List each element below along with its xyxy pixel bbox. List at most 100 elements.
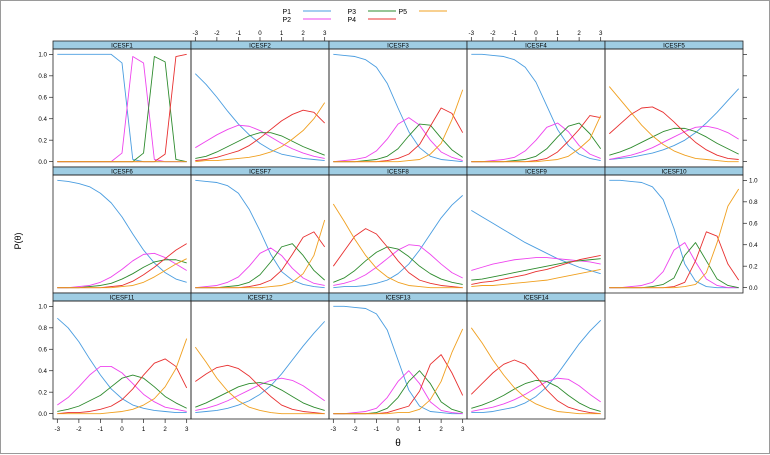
- curve-p3: [195, 243, 325, 289]
- x-tick-label-bottom: 3: [461, 426, 465, 433]
- curve-p2: [471, 122, 601, 163]
- x-tick-label-top: 2: [577, 30, 581, 37]
- x-tick-label-top: 3: [323, 30, 327, 37]
- panel-border: [466, 300, 606, 420]
- x-tick-label-top: -3: [469, 30, 475, 37]
- curve-p4: [470, 359, 601, 415]
- panel-title: ICESF4: [525, 42, 547, 49]
- curve-p5: [470, 327, 601, 415]
- curve-p3: [609, 127, 739, 156]
- panel-title: ICESF10: [661, 168, 687, 175]
- curve-p1: [333, 53, 463, 163]
- panel-icesf2: ICESF2: [190, 40, 330, 168]
- legend-label-p2: P2: [282, 17, 291, 24]
- curve-p3: [57, 374, 187, 412]
- curve-p2: [195, 124, 325, 159]
- y-tick-label-left: 0.6: [38, 94, 47, 101]
- panel-icesf13: ICESF13: [328, 292, 468, 420]
- x-tick-label-top: 0: [258, 30, 262, 37]
- curve-p4: [195, 364, 325, 415]
- curve-p3: [333, 123, 463, 163]
- x-tick-label-bottom: 1: [418, 426, 422, 433]
- curve-p1: [333, 305, 463, 415]
- axes: -3 -2 -1 0 1 2 3 -3 -2 -1 0 1 2 3 -3 -2 -1 0 1 2 3 -3 -2 -1 0 1 2 3…: [38, 30, 758, 433]
- panel-icesf5: ICESF5: [604, 40, 744, 168]
- panel-title: ICESF12: [247, 294, 273, 301]
- curve-p5: [333, 89, 464, 163]
- y-tick-label-right: 0.6: [749, 220, 758, 227]
- panel-icesf8: ICESF8: [328, 166, 468, 294]
- panel-icesf3: ICESF3: [328, 40, 468, 168]
- x-axis-label: θ: [395, 438, 401, 449]
- curve-p2: [609, 242, 739, 289]
- y-tick-label-right: 0.8: [749, 199, 758, 206]
- panel-title: ICESF3: [387, 42, 409, 49]
- y-tick-label-left: 0.6: [38, 346, 47, 353]
- panel-border: [190, 48, 330, 168]
- curve-p1: [195, 321, 326, 414]
- curve-p4: [609, 106, 739, 160]
- x-tick-label-top: -2: [490, 30, 496, 37]
- curve-p1: [57, 53, 187, 163]
- curve-p4: [57, 243, 187, 289]
- curve-p5: [471, 115, 602, 163]
- panel-border: [328, 174, 468, 294]
- x-tick-label-bottom: -1: [98, 426, 104, 433]
- panel-icesf6: ICESF6: [52, 166, 192, 294]
- panel-icesf4: ICESF4: [466, 40, 606, 168]
- curve-p1: [57, 317, 187, 414]
- curve-p1: [195, 179, 325, 289]
- curve-p3: [609, 242, 739, 289]
- panel-title: ICESF11: [110, 294, 135, 301]
- panels: ICESF1 ICESF2 ICESF3 ICESF4 ICESF5 ICESF6 ICES…: [52, 40, 744, 420]
- legend-label-p4: P4: [347, 17, 356, 24]
- y-tick-label-left: 0.8: [38, 325, 47, 332]
- x-tick-label-top: -1: [512, 30, 518, 37]
- x-tick-label-top: 2: [301, 30, 305, 37]
- curve-p4: [333, 107, 464, 163]
- curve-p3: [195, 132, 325, 159]
- curve-p5: [332, 203, 463, 289]
- x-tick-label-bottom: 1: [142, 426, 146, 433]
- curve-p2: [471, 377, 601, 412]
- curve-p5: [195, 219, 326, 289]
- curve-p2: [333, 244, 463, 286]
- curve-p5: [333, 328, 464, 415]
- curve-p2: [57, 365, 187, 412]
- x-tick-label-bottom: 2: [439, 426, 443, 433]
- curve-p1: [194, 73, 325, 162]
- curve-p3: [333, 370, 463, 415]
- panel-border: [604, 174, 744, 294]
- curve-p3: [471, 258, 601, 281]
- x-tick-label-top: 1: [280, 30, 284, 37]
- y-tick-label-left: 0.4: [38, 116, 47, 123]
- y-tick-label-left: 1.0: [38, 304, 47, 311]
- panel-title: ICESF14: [523, 294, 549, 301]
- y-tick-label-left: 0.2: [38, 389, 47, 396]
- x-tick-label-bottom: 3: [185, 426, 189, 433]
- panel-title: ICESF9: [525, 168, 547, 175]
- panel-icesf12: ICESF12: [190, 292, 330, 420]
- curve-p1: [333, 195, 463, 289]
- y-tick-label-left: 0.8: [38, 73, 47, 80]
- y-tick-label-left: 0.0: [38, 411, 47, 418]
- x-tick-label-bottom: 0: [120, 426, 124, 433]
- panel-icesf14: ICESF14: [466, 292, 606, 420]
- curve-p3: [57, 56, 187, 163]
- panel-title: ICESF8: [387, 168, 409, 175]
- curve-p5: [57, 338, 188, 415]
- legend-label-p3: P3: [347, 9, 356, 16]
- panel-icesf10: ICESF10: [604, 166, 744, 294]
- curve-p1: [609, 179, 739, 289]
- y-tick-label-left: 0.0: [38, 159, 47, 166]
- panel-border: [190, 300, 330, 420]
- curve-p1: [609, 88, 740, 160]
- y-tick-label-right: 0.2: [749, 263, 758, 270]
- x-tick-label-top: 0: [534, 30, 538, 37]
- x-tick-label-top: -3: [193, 30, 199, 37]
- curve-p2: [57, 252, 187, 289]
- x-tick-label-bottom: 2: [163, 426, 167, 433]
